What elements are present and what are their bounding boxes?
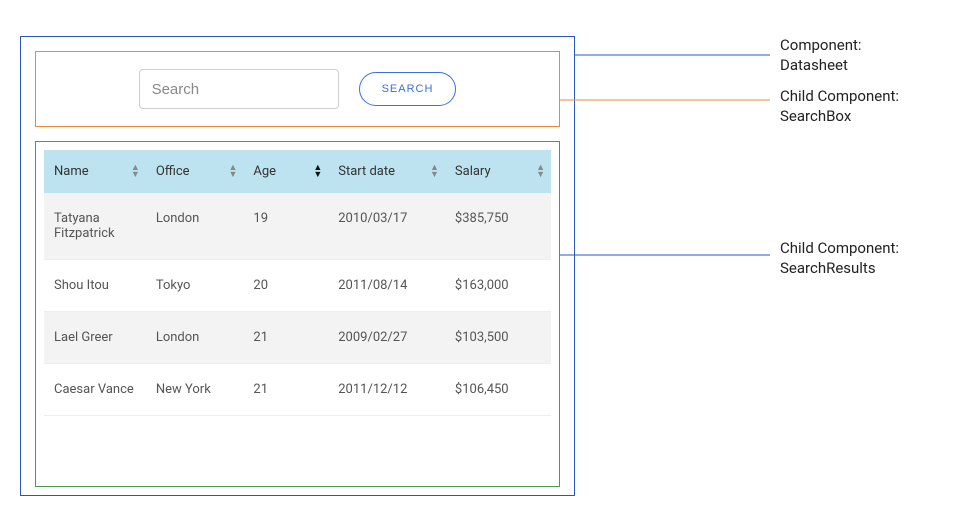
cell-office: Tokyo [146,260,244,312]
column-label: Name [54,164,89,179]
cell-age: 19 [243,193,328,260]
table-row: Tatyana Fitzpatrick London 19 2010/03/17… [44,193,551,260]
column-header-start-date[interactable]: Start date ▲▼ [328,150,445,193]
cell-name: Lael Greer [44,312,146,364]
cell-office: London [146,312,244,364]
annotation-datasheet: Component: Datasheet [780,35,862,76]
cell-start: 2011/08/14 [328,260,445,312]
cell-age: 21 [243,364,328,416]
annotation-line: Component: [780,35,862,55]
sort-icon: ▲▼ [131,165,140,179]
column-header-name[interactable]: Name ▲▼ [44,150,146,193]
column-header-salary[interactable]: Salary ▲▼ [445,150,551,193]
search-button[interactable]: SEARCH [359,72,457,106]
cell-age: 21 [243,312,328,364]
annotation-searchbox: Child Component: SearchBox [780,86,899,127]
cell-start: 2009/02/27 [328,312,445,364]
column-label: Age [253,164,276,179]
column-label: Start date [338,164,395,179]
cell-start: 2011/12/12 [328,364,445,416]
sort-icon: ▲▼ [313,165,322,179]
cell-salary: $163,000 [445,260,551,312]
sort-icon: ▲▼ [430,165,439,179]
cell-salary: $385,750 [445,193,551,260]
searchbox-component: SEARCH [35,51,560,127]
cell-name: Tatyana Fitzpatrick [44,193,146,260]
cell-office: London [146,193,244,260]
annotation-line: SearchBox [780,106,899,126]
results-table: Name ▲▼ Office ▲▼ Age ▲▼ Start date ▲▼ [44,150,551,416]
annotation-line: Child Component: [780,86,899,106]
sort-icon: ▲▼ [536,165,545,179]
cell-office: New York [146,364,244,416]
column-label: Office [156,164,190,179]
annotation-line: SearchResults [780,258,899,278]
search-input[interactable] [139,69,339,109]
column-header-office[interactable]: Office ▲▼ [146,150,244,193]
cell-start: 2010/03/17 [328,193,445,260]
cell-salary: $103,500 [445,312,551,364]
datasheet-component: SEARCH Name ▲▼ Office ▲▼ Age ▲▼ [20,36,575,496]
table-row: Shou Itou Tokyo 20 2011/08/14 $163,000 [44,260,551,312]
column-header-age[interactable]: Age ▲▼ [243,150,328,193]
annotation-line: Child Component: [780,238,899,258]
searchresults-component: Name ▲▼ Office ▲▼ Age ▲▼ Start date ▲▼ [35,141,560,487]
cell-age: 20 [243,260,328,312]
table-row: Lael Greer London 21 2009/02/27 $103,500 [44,312,551,364]
cell-name: Caesar Vance [44,364,146,416]
cell-salary: $106,450 [445,364,551,416]
annotation-searchresults: Child Component: SearchResults [780,238,899,279]
annotation-line: Datasheet [780,55,862,75]
table-row: Caesar Vance New York 21 2011/12/12 $106… [44,364,551,416]
column-label: Salary [455,164,491,179]
sort-icon: ▲▼ [228,165,237,179]
cell-name: Shou Itou [44,260,146,312]
